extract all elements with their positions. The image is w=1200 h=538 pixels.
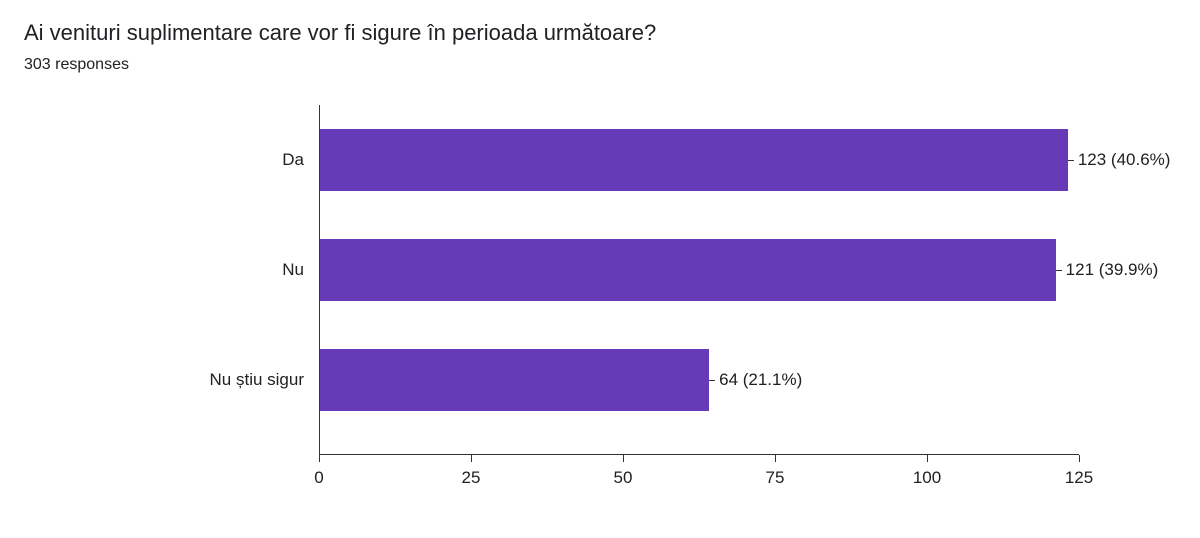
category-label: Nu știu sigur bbox=[0, 370, 304, 390]
bar bbox=[320, 349, 709, 411]
x-tick-label: 100 bbox=[897, 468, 957, 488]
responses-count: 303 responses bbox=[24, 56, 129, 74]
bar-value-label: 123 (40.6%) bbox=[1078, 150, 1171, 170]
chart-container: Ai venituri suplimentare care vor fi sig… bbox=[0, 0, 1200, 538]
x-tick-label: 125 bbox=[1049, 468, 1109, 488]
bar-value-label: 64 (21.1%) bbox=[719, 370, 802, 390]
x-tick bbox=[775, 455, 776, 462]
value-tick bbox=[709, 380, 715, 381]
x-tick-label: 75 bbox=[745, 468, 805, 488]
chart-title: Ai venituri suplimentare care vor fi sig… bbox=[24, 20, 656, 46]
bar-value-label: 121 (39.9%) bbox=[1066, 260, 1159, 280]
x-tick bbox=[623, 455, 624, 462]
category-label: Nu bbox=[0, 260, 304, 280]
x-tick bbox=[471, 455, 472, 462]
x-tick bbox=[1079, 455, 1080, 462]
x-tick-label: 0 bbox=[289, 468, 349, 488]
x-tick bbox=[319, 455, 320, 462]
bar bbox=[320, 129, 1068, 191]
x-tick-label: 50 bbox=[593, 468, 653, 488]
x-tick bbox=[927, 455, 928, 462]
category-label: Da bbox=[0, 150, 304, 170]
x-tick-label: 25 bbox=[441, 468, 501, 488]
plot-area: 123 (40.6%)121 (39.9%)64 (21.1%) bbox=[319, 105, 1079, 455]
chart-area: 123 (40.6%)121 (39.9%)64 (21.1%) DaNuNu … bbox=[0, 105, 1200, 505]
value-tick bbox=[1068, 160, 1074, 161]
value-tick bbox=[1056, 270, 1062, 271]
bar bbox=[320, 239, 1056, 301]
